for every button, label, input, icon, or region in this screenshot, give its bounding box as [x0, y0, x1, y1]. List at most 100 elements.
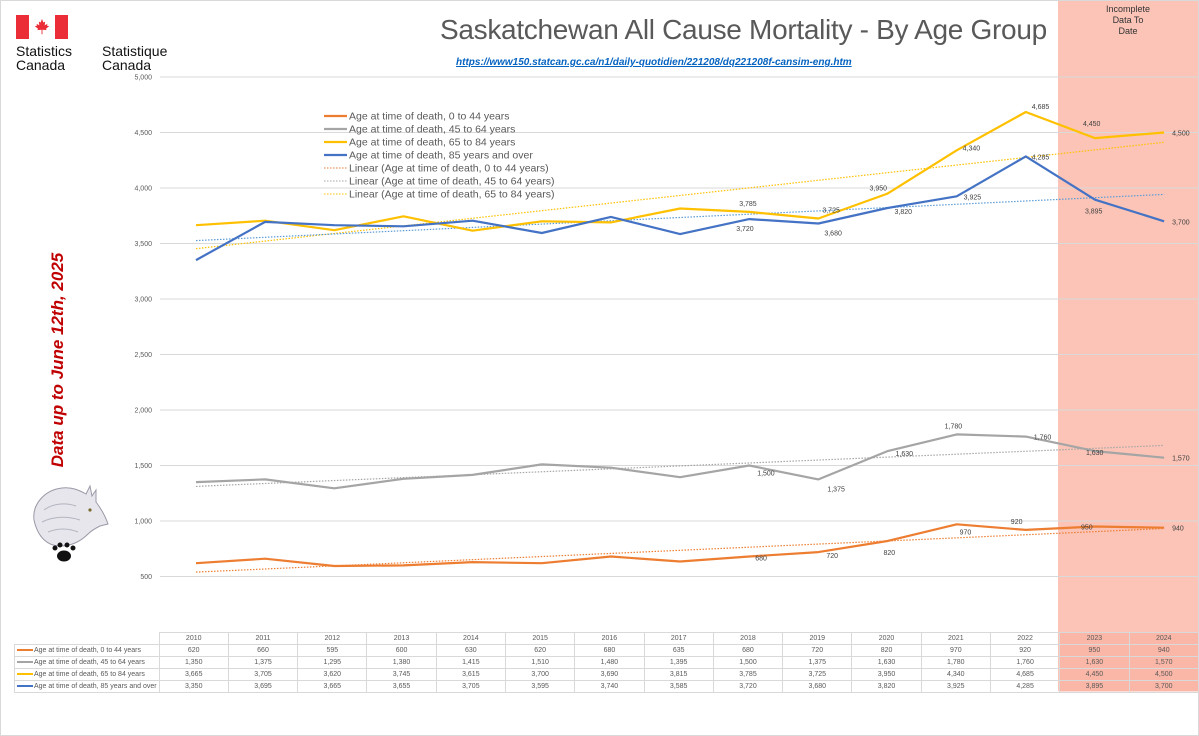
data-label: 3,720: [736, 226, 754, 233]
table-series-name: Age at time of death, 65 to 84 years: [34, 671, 145, 678]
y-tick-label: 1,000: [134, 519, 152, 526]
table-cell: 620: [504, 644, 576, 657]
table-row: Age at time of death, 85 years and over 3…: [14, 680, 1199, 693]
table-year-header: 2019: [782, 632, 853, 645]
data-label: 3,680: [824, 231, 842, 238]
trendline: [195, 141, 1165, 250]
table-cell: 3,700: [504, 668, 576, 681]
table-corner: [15, 633, 160, 645]
data-label: 950: [1081, 525, 1093, 532]
table-cell: 3,820: [851, 680, 922, 693]
series-line: [195, 523, 1165, 568]
table-cell: 3,680: [782, 680, 853, 693]
table-year-header: 2021: [920, 632, 991, 645]
data-label: 4,500: [1172, 131, 1190, 138]
table-year-header: 2023: [1059, 632, 1130, 645]
legend-key-icon: [17, 649, 33, 652]
data-label: 3,785: [739, 201, 757, 208]
table-cell: 1,570: [1128, 656, 1199, 669]
table-cell: 680: [574, 644, 645, 657]
data-label: 4,450: [1083, 121, 1101, 128]
table-cell: 3,585: [643, 680, 714, 693]
data-label: 970: [960, 529, 972, 536]
table-year-header: 2020: [851, 632, 922, 645]
data-label: 820: [884, 550, 896, 557]
table-cell: 4,285: [989, 680, 1061, 693]
table-cell: 3,690: [574, 668, 645, 681]
table-cell: 635: [643, 644, 714, 657]
table-cell: 1,380: [366, 656, 437, 669]
table-cell: 3,815: [643, 668, 714, 681]
table-year-header: 2015: [504, 632, 576, 645]
table-year-header: 2013: [366, 632, 437, 645]
legend-entry: Linear (Age at time of death, 45 to 64 y…: [349, 176, 554, 188]
table-cell: 1,760: [989, 656, 1061, 669]
table-year-header: 2010: [158, 632, 229, 645]
table-year-header: 2018: [712, 632, 784, 645]
y-tick-label: 3,000: [134, 297, 152, 304]
table-cell: 4,685: [989, 668, 1061, 681]
data-label: 1,630: [896, 451, 914, 458]
table-cell: 1,780: [920, 656, 991, 669]
data-label: 1,500: [757, 471, 775, 478]
table-cell: 1,375: [782, 656, 853, 669]
statcan-name-fr-line1: Statistique: [102, 43, 168, 59]
table-cell: 820: [851, 644, 922, 657]
data-label: 1,570: [1172, 456, 1190, 463]
table-cell: 720: [782, 644, 853, 657]
legend-key-icon: [17, 685, 33, 688]
table-cell: 950: [1059, 644, 1130, 657]
legend-entry: Age at time of death, 0 to 44 years: [349, 111, 510, 123]
canada-flag-icon: [16, 15, 68, 39]
table-cell: 1,415: [435, 656, 506, 669]
table-cell: 4,500: [1128, 668, 1199, 681]
incomplete-label-line3: Date: [1118, 26, 1138, 36]
trendline: [195, 193, 1165, 242]
legend-entry: Age at time of death, 45 to 64 years: [349, 124, 515, 136]
table-cell: 3,705: [227, 668, 299, 681]
wolf-paw-icon: [33, 484, 109, 562]
table-row: Age at time of death, 45 to 64 years 1,35…: [14, 656, 1199, 669]
table-year-header: 2017: [643, 632, 714, 645]
series-lines: [195, 110, 1165, 568]
table-series-name: Age at time of death, 85 years and over: [34, 683, 157, 690]
table-cell: 1,510: [504, 656, 576, 669]
series-line: [195, 433, 1165, 490]
incomplete-label-line2: Data To: [1112, 15, 1144, 25]
table-cell: 940: [1128, 644, 1199, 657]
series-line: [195, 155, 1165, 262]
table-cell: 3,925: [920, 680, 991, 693]
statcan-name-en-line1: Statistics: [16, 43, 73, 59]
table-header-row: 2010 2011 2012 2013 2014 2015 2016 2017 2018 2019…: [15, 632, 1199, 645]
table-cell: 1,630: [851, 656, 922, 669]
statcan-name-fr-line2: Canada: [102, 57, 152, 73]
data-label: 1,780: [945, 423, 963, 430]
y-tick-label: 1,500: [134, 463, 152, 470]
trendlines: [195, 141, 1165, 573]
table-cell: 1,375: [227, 656, 299, 669]
statcan-logo: Statistics Canada Statistique Canada: [16, 15, 167, 72]
source-link[interactable]: https://www150.statcan.gc.ca/n1/daily-qu…: [456, 57, 852, 68]
data-label: 3,925: [964, 194, 982, 201]
gridlines: [160, 76, 1198, 577]
data-label: 3,700: [1172, 219, 1190, 226]
y-tick-label: 2,000: [134, 408, 152, 415]
incomplete-label-line1: Incomplete: [1105, 4, 1151, 14]
table-cell: 4,340: [920, 668, 991, 681]
trendline: [195, 444, 1165, 488]
y-tick-label: 2,500: [134, 352, 152, 359]
table-cell: 3,665: [158, 668, 229, 681]
data-label: 3,895: [1085, 209, 1103, 216]
data-label: 920: [1011, 519, 1023, 526]
table-cell: 970: [920, 644, 991, 657]
table-cell: 3,740: [574, 680, 645, 693]
y-tick-label: 3,500: [134, 241, 152, 248]
table-series-name: Age at time of death, 45 to 64 years: [34, 659, 145, 666]
table-row-header: Age at time of death, 65 to 84 years: [14, 668, 160, 681]
table-cell: 595: [297, 644, 368, 657]
table-cell: 3,785: [712, 668, 784, 681]
statcan-name-en-line2: Canada: [16, 57, 66, 73]
table-cell: 920: [989, 644, 1061, 657]
